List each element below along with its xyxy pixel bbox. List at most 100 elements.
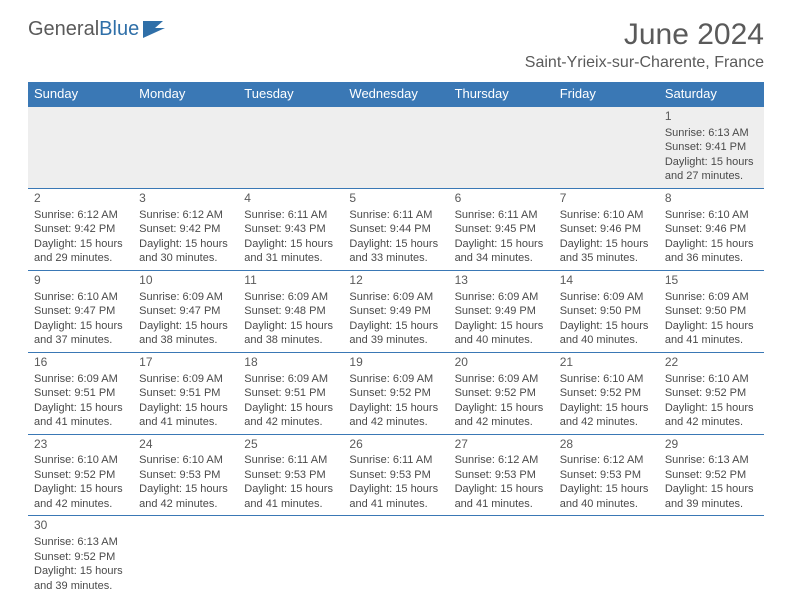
- daylight-line: Daylight: 15 hours: [34, 401, 127, 416]
- calendar-cell: 7Sunrise: 6:10 AMSunset: 9:46 PMDaylight…: [554, 189, 659, 270]
- daylight-line: Daylight: 15 hours: [34, 319, 127, 334]
- sunrise-line: Sunrise: 6:10 AM: [560, 372, 653, 387]
- sunset-line: Sunset: 9:52 PM: [455, 386, 548, 401]
- day-number: 19: [349, 355, 442, 371]
- calendar-cell: [449, 107, 554, 188]
- daylight-line: and 37 minutes.: [34, 333, 127, 348]
- daylight-line: and 39 minutes.: [34, 579, 127, 594]
- daylight-line: and 42 minutes.: [560, 415, 653, 430]
- daylight-line: and 30 minutes.: [139, 251, 232, 266]
- daylight-line: and 33 minutes.: [349, 251, 442, 266]
- calendar-cell: 17Sunrise: 6:09 AMSunset: 9:51 PMDayligh…: [133, 353, 238, 434]
- daylight-line: Daylight: 15 hours: [560, 482, 653, 497]
- sunset-line: Sunset: 9:51 PM: [139, 386, 232, 401]
- calendar-cell: [238, 516, 343, 597]
- sunset-line: Sunset: 9:52 PM: [349, 386, 442, 401]
- day-number: 17: [139, 355, 232, 371]
- daylight-line: Daylight: 15 hours: [34, 237, 127, 252]
- day-number: 25: [244, 437, 337, 453]
- daylight-line: Daylight: 15 hours: [665, 401, 758, 416]
- daylight-line: and 39 minutes.: [349, 333, 442, 348]
- calendar-cell: 15Sunrise: 6:09 AMSunset: 9:50 PMDayligh…: [659, 271, 764, 352]
- daylight-line: Daylight: 15 hours: [349, 401, 442, 416]
- day-number: 3: [139, 191, 232, 207]
- daylight-line: and 41 minutes.: [665, 333, 758, 348]
- daylight-line: and 34 minutes.: [455, 251, 548, 266]
- daylight-line: Daylight: 15 hours: [139, 237, 232, 252]
- sunset-line: Sunset: 9:42 PM: [34, 222, 127, 237]
- day-number: 23: [34, 437, 127, 453]
- logo-text-general: General: [28, 18, 99, 40]
- calendar-cell: 30Sunrise: 6:13 AMSunset: 9:52 PMDayligh…: [28, 516, 133, 597]
- calendar-cell: 26Sunrise: 6:11 AMSunset: 9:53 PMDayligh…: [343, 435, 448, 516]
- day-number: 26: [349, 437, 442, 453]
- day-number: 18: [244, 355, 337, 371]
- sunset-line: Sunset: 9:51 PM: [34, 386, 127, 401]
- sunset-line: Sunset: 9:53 PM: [139, 468, 232, 483]
- sunrise-line: Sunrise: 6:11 AM: [244, 208, 337, 223]
- day-number: 6: [455, 191, 548, 207]
- calendar-cell: 5Sunrise: 6:11 AMSunset: 9:44 PMDaylight…: [343, 189, 448, 270]
- sunrise-line: Sunrise: 6:09 AM: [139, 372, 232, 387]
- day-number: 1: [665, 109, 758, 125]
- calendar-cell: [343, 516, 448, 597]
- calendar-cell: 19Sunrise: 6:09 AMSunset: 9:52 PMDayligh…: [343, 353, 448, 434]
- title-block: June 2024 Saint-Yrieix-sur-Charente, Fra…: [525, 18, 764, 72]
- daylight-line: Daylight: 15 hours: [349, 319, 442, 334]
- calendar-cell: 18Sunrise: 6:09 AMSunset: 9:51 PMDayligh…: [238, 353, 343, 434]
- daylight-line: Daylight: 15 hours: [349, 482, 442, 497]
- calendar-cell: [449, 516, 554, 597]
- calendar-cell: 23Sunrise: 6:10 AMSunset: 9:52 PMDayligh…: [28, 435, 133, 516]
- sunset-line: Sunset: 9:52 PM: [665, 386, 758, 401]
- sunset-line: Sunset: 9:53 PM: [244, 468, 337, 483]
- weekday-header-row: SundayMondayTuesdayWednesdayThursdayFrid…: [28, 82, 764, 107]
- calendar-cell: [659, 516, 764, 597]
- calendar-cell: 20Sunrise: 6:09 AMSunset: 9:52 PMDayligh…: [449, 353, 554, 434]
- header: GeneralBlue June 2024 Saint-Yrieix-sur-C…: [28, 18, 764, 72]
- daylight-line: and 41 minutes.: [349, 497, 442, 512]
- day-number: 22: [665, 355, 758, 371]
- sunset-line: Sunset: 9:52 PM: [34, 468, 127, 483]
- daylight-line: and 29 minutes.: [34, 251, 127, 266]
- calendar-cell: [554, 107, 659, 188]
- daylight-line: and 35 minutes.: [560, 251, 653, 266]
- daylight-line: Daylight: 15 hours: [560, 237, 653, 252]
- day-number: 12: [349, 273, 442, 289]
- sunrise-line: Sunrise: 6:12 AM: [34, 208, 127, 223]
- daylight-line: Daylight: 15 hours: [244, 237, 337, 252]
- calendar-cell: [28, 107, 133, 188]
- logo: GeneralBlue: [28, 18, 167, 40]
- day-number: 16: [34, 355, 127, 371]
- daylight-line: and 41 minutes.: [34, 415, 127, 430]
- calendar-cell: 4Sunrise: 6:11 AMSunset: 9:43 PMDaylight…: [238, 189, 343, 270]
- sunset-line: Sunset: 9:52 PM: [560, 386, 653, 401]
- daylight-line: Daylight: 15 hours: [34, 482, 127, 497]
- calendar-grid: 1Sunrise: 6:13 AMSunset: 9:41 PMDaylight…: [28, 107, 764, 597]
- calendar-cell: 24Sunrise: 6:10 AMSunset: 9:53 PMDayligh…: [133, 435, 238, 516]
- daylight-line: and 41 minutes.: [139, 415, 232, 430]
- daylight-line: Daylight: 15 hours: [244, 482, 337, 497]
- daylight-line: and 31 minutes.: [244, 251, 337, 266]
- daylight-line: Daylight: 15 hours: [455, 482, 548, 497]
- sunset-line: Sunset: 9:42 PM: [139, 222, 232, 237]
- daylight-line: and 42 minutes.: [455, 415, 548, 430]
- sunset-line: Sunset: 9:45 PM: [455, 222, 548, 237]
- daylight-line: Daylight: 15 hours: [455, 319, 548, 334]
- day-number: 5: [349, 191, 442, 207]
- flag-icon: [141, 18, 167, 40]
- day-number: 4: [244, 191, 337, 207]
- daylight-line: Daylight: 15 hours: [139, 482, 232, 497]
- sunset-line: Sunset: 9:50 PM: [665, 304, 758, 319]
- daylight-line: Daylight: 15 hours: [665, 482, 758, 497]
- daylight-line: and 42 minutes.: [665, 415, 758, 430]
- sunrise-line: Sunrise: 6:13 AM: [665, 453, 758, 468]
- sunrise-line: Sunrise: 6:09 AM: [560, 290, 653, 305]
- calendar-cell: [238, 107, 343, 188]
- daylight-line: Daylight: 15 hours: [244, 401, 337, 416]
- sunrise-line: Sunrise: 6:09 AM: [455, 372, 548, 387]
- day-number: 15: [665, 273, 758, 289]
- day-number: 30: [34, 518, 127, 534]
- daylight-line: Daylight: 15 hours: [665, 319, 758, 334]
- day-number: 10: [139, 273, 232, 289]
- sunrise-line: Sunrise: 6:09 AM: [665, 290, 758, 305]
